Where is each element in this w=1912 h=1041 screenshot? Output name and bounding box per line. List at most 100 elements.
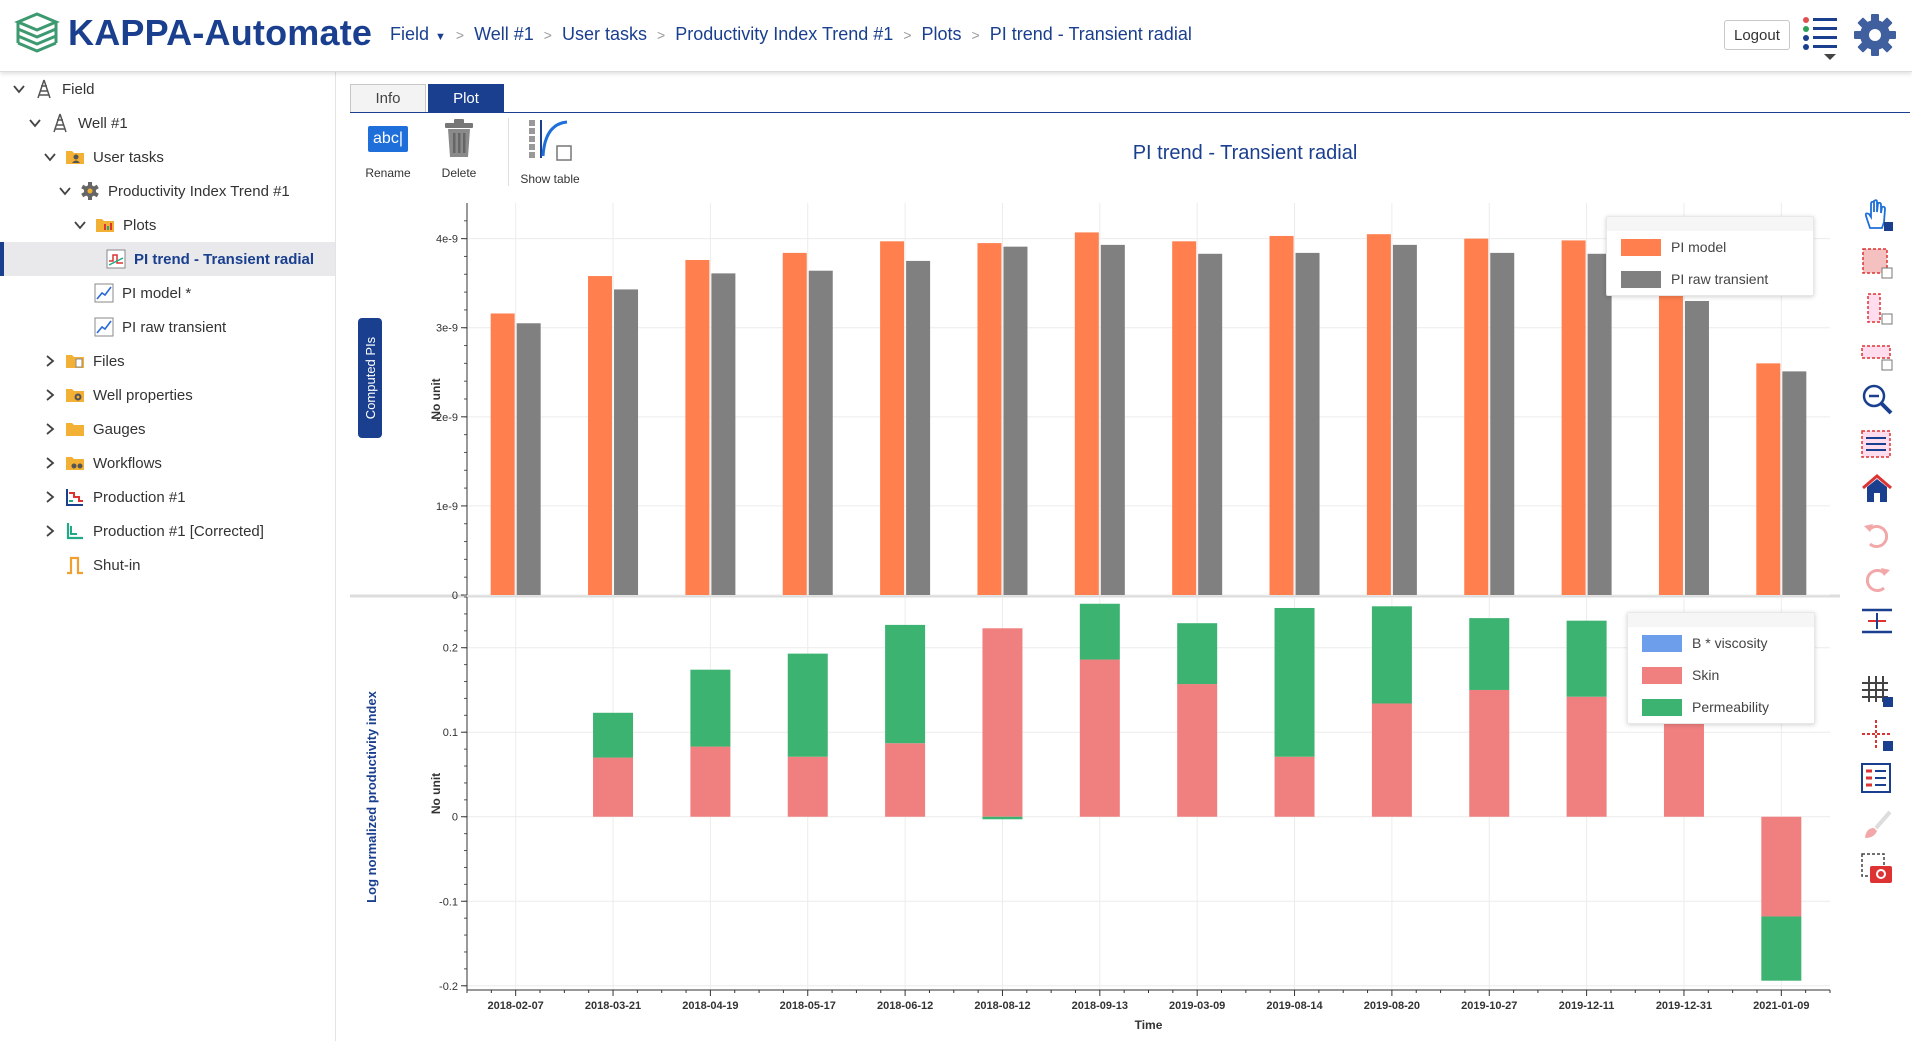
line-chart-icon bbox=[94, 317, 114, 337]
chevron-down-icon[interactable] bbox=[43, 150, 57, 164]
chevron-right-icon[interactable] bbox=[43, 524, 57, 538]
chevron-right-icon[interactable] bbox=[43, 422, 57, 436]
screenshot-tool[interactable] bbox=[1860, 852, 1894, 886]
home-tool[interactable] bbox=[1860, 472, 1894, 506]
tree-item-production[interactable]: Production #1 bbox=[0, 480, 335, 514]
bar-pi-raw-transient bbox=[1392, 244, 1417, 595]
tree-item-workflows[interactable]: Workflows bbox=[0, 446, 335, 480]
tree-item-productivity-task[interactable]: Productivity Index Trend #1 bbox=[0, 174, 335, 208]
breadcrumb-field[interactable]: Field ▼ bbox=[390, 24, 446, 45]
chevron-right-icon[interactable] bbox=[43, 456, 57, 470]
tree-item-shut-in[interactable]: Shut-in bbox=[0, 548, 335, 582]
plot-folder-icon bbox=[96, 219, 114, 232]
tree-item-gauges[interactable]: Gauges bbox=[0, 412, 335, 446]
legend-swatch bbox=[1642, 634, 1682, 652]
bar-permeability bbox=[593, 712, 634, 758]
pan-tool[interactable] bbox=[1860, 198, 1894, 232]
tree-item-files[interactable]: Files bbox=[0, 344, 335, 378]
bar-skin bbox=[690, 746, 731, 817]
tab-plot[interactable]: Plot bbox=[428, 84, 504, 112]
delete-label: Delete bbox=[441, 166, 477, 180]
properties-folder-icon bbox=[66, 389, 84, 402]
zoom-axis-tool[interactable] bbox=[1860, 428, 1894, 462]
chevron-down-icon[interactable] bbox=[12, 82, 26, 96]
bar-pi-raw-transient bbox=[1100, 244, 1125, 595]
y-tick-label: 2e-9 bbox=[436, 412, 458, 424]
tree-item-plots[interactable]: Plots bbox=[0, 208, 335, 242]
bar-permeability bbox=[690, 669, 731, 747]
tree-item-label: PI trend - Transient radial bbox=[134, 250, 315, 268]
delete-button[interactable]: Delete bbox=[434, 118, 484, 180]
tree-item-pi-trend[interactable]: PI trend - Transient radial bbox=[0, 242, 335, 276]
legend-tool[interactable] bbox=[1860, 762, 1894, 796]
app-title: KAPPA-Automate bbox=[68, 12, 373, 53]
app-header: KAPPA-Automate Field ▼ > Well #1 > User t… bbox=[0, 0, 1912, 72]
chevron-down-icon[interactable] bbox=[73, 218, 87, 232]
legend-item-b-viscosity[interactable]: B * viscosity bbox=[1628, 627, 1814, 659]
workflow-folder-icon bbox=[66, 457, 84, 470]
legend-item-pi-raw-transient[interactable]: PI raw transient bbox=[1607, 263, 1813, 295]
grid-icon bbox=[1862, 676, 1893, 707]
zoom-box-tool[interactable] bbox=[1860, 246, 1894, 280]
tree-item-pi-raw-transient[interactable]: PI raw transient bbox=[0, 310, 335, 344]
brush-tool[interactable] bbox=[1860, 808, 1894, 842]
bar-pi-raw-transient bbox=[808, 270, 833, 595]
grid-tool[interactable] bbox=[1860, 674, 1894, 708]
tree-item-pi-model[interactable]: PI model * bbox=[0, 276, 335, 310]
legend-item-pi-model[interactable]: PI model bbox=[1607, 231, 1813, 263]
chevron-down-icon[interactable] bbox=[28, 116, 42, 130]
legend-bottom[interactable]: B * viscosity Skin Permeability bbox=[1627, 612, 1815, 724]
y-axis-label: No unit bbox=[429, 378, 443, 419]
breadcrumb-plots[interactable]: Plots bbox=[921, 24, 962, 44]
redo-icon bbox=[1865, 568, 1890, 592]
breadcrumb-well[interactable]: Well #1 bbox=[474, 24, 534, 44]
bar-permeability bbox=[1177, 623, 1218, 685]
logout-button[interactable]: Logout bbox=[1724, 20, 1790, 50]
tree-item-label: Plots bbox=[123, 216, 157, 234]
bar-pi-raw-transient bbox=[1684, 301, 1709, 595]
legend-label: B * viscosity bbox=[1692, 635, 1768, 651]
tree-item-label: Files bbox=[93, 352, 125, 370]
legend-item-permeability[interactable]: Permeability bbox=[1628, 691, 1814, 723]
breadcrumb-separator: > bbox=[455, 26, 465, 43]
undo-tool[interactable] bbox=[1860, 518, 1894, 552]
chevron-right-icon[interactable] bbox=[43, 354, 57, 368]
breadcrumb-current-plot[interactable]: PI trend - Transient radial bbox=[989, 24, 1192, 44]
tab-info[interactable]: Info bbox=[350, 84, 426, 112]
tree-item-field[interactable]: Field bbox=[0, 72, 335, 106]
plot-icon bbox=[106, 249, 126, 269]
y-tick-label: 0.1 bbox=[443, 727, 458, 739]
breadcrumb-field-label: Field bbox=[390, 24, 430, 44]
tree-item-well[interactable]: Well #1 bbox=[0, 106, 335, 140]
tree-item-well-properties[interactable]: Well properties bbox=[0, 378, 335, 412]
tree-item-user-tasks[interactable]: User tasks bbox=[0, 140, 335, 174]
list-menu-icon[interactable] bbox=[1800, 14, 1844, 62]
tree-item-label: Gauges bbox=[93, 420, 146, 438]
zoom-horizontal-tool[interactable] bbox=[1860, 338, 1894, 372]
align-tool[interactable] bbox=[1860, 604, 1894, 638]
rename-button[interactable]: abc| Rename bbox=[360, 118, 416, 180]
show-table-button[interactable]: Show table bbox=[514, 118, 586, 186]
bar-pi-model bbox=[685, 260, 710, 595]
legend-item-skin[interactable]: Skin bbox=[1628, 659, 1814, 691]
legend-top[interactable]: PI model PI raw transient bbox=[1606, 216, 1814, 296]
tree-item-production-corrected[interactable]: Production #1 [Corrected] bbox=[0, 514, 335, 548]
breadcrumb-task[interactable]: Productivity Index Trend #1 bbox=[675, 24, 894, 44]
bar-pi-model bbox=[1366, 234, 1391, 595]
chart-area[interactable]: 0 1e-9 2e-9 3e-9 4e-9 No unit Computed PIs -0.2… bbox=[350, 195, 1840, 1041]
settings-gear-icon[interactable] bbox=[1852, 12, 1898, 58]
bar-skin bbox=[1566, 696, 1607, 817]
redo-tool[interactable] bbox=[1860, 562, 1894, 596]
chevron-right-icon[interactable] bbox=[43, 388, 57, 402]
bar-skin bbox=[593, 757, 634, 817]
pan-icon bbox=[1864, 199, 1893, 231]
legend-swatch bbox=[1621, 270, 1661, 288]
bar-pi-raw-transient bbox=[1295, 252, 1320, 595]
chevron-right-icon[interactable] bbox=[43, 490, 57, 504]
crosshair-tool[interactable] bbox=[1860, 718, 1894, 752]
zoom-out-tool[interactable] bbox=[1860, 382, 1894, 416]
tree-item-label: Well properties bbox=[93, 386, 193, 404]
zoom-vertical-tool[interactable] bbox=[1860, 292, 1894, 326]
breadcrumb-user-tasks[interactable]: User tasks bbox=[561, 24, 648, 44]
chevron-down-icon[interactable] bbox=[58, 184, 72, 198]
